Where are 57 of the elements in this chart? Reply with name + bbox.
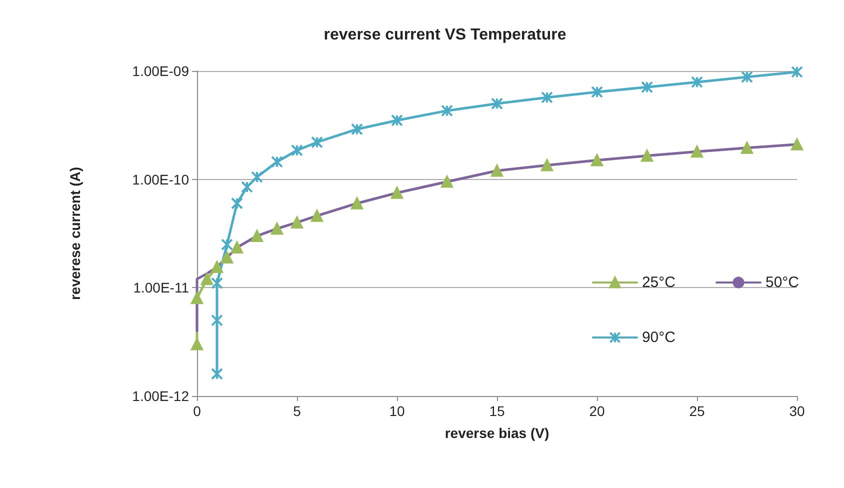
point	[211, 368, 223, 380]
point	[391, 114, 403, 126]
point	[351, 123, 363, 136]
point	[741, 142, 753, 154]
point	[741, 71, 753, 84]
point	[691, 76, 703, 88]
point	[221, 251, 233, 264]
chart-title: reverse current VS Temperature	[324, 26, 566, 44]
point	[311, 136, 323, 148]
point	[291, 216, 303, 228]
x-tick-label: 5	[293, 403, 302, 419]
x-tick-label: 0	[193, 403, 202, 419]
point	[231, 241, 243, 254]
point	[591, 86, 603, 98]
point	[201, 273, 213, 286]
point	[211, 314, 223, 326]
point	[541, 91, 553, 104]
x-tick-label: 20	[589, 403, 605, 419]
point	[351, 197, 363, 210]
point	[221, 238, 233, 251]
point	[491, 164, 503, 177]
point	[191, 338, 203, 350]
point	[441, 104, 453, 117]
point	[541, 159, 553, 172]
point	[231, 197, 243, 210]
point	[491, 98, 503, 110]
y-tick-label: 1.00E-12	[132, 388, 190, 404]
y-tick-label: 1.00E-10	[132, 171, 190, 188]
point	[591, 154, 603, 166]
point	[241, 180, 253, 193]
point	[191, 292, 203, 304]
y-tick-label: 1.00E-11	[133, 280, 190, 296]
x-tick-label: 10	[389, 403, 405, 419]
point	[691, 146, 703, 158]
point	[211, 261, 223, 274]
point	[291, 144, 303, 156]
point	[791, 138, 803, 150]
legend-label: 25°C	[642, 274, 676, 291]
point	[251, 171, 263, 184]
legend-label: 50°C	[765, 274, 800, 291]
point	[391, 186, 403, 199]
point	[271, 222, 283, 235]
point	[441, 176, 453, 188]
y-tick-label: 1.00E-09	[132, 63, 190, 79]
point	[271, 156, 283, 168]
point	[641, 81, 653, 94]
point	[791, 66, 803, 78]
point	[251, 230, 263, 242]
legend-label: 90°C	[642, 329, 676, 346]
x-tick-label: 30	[789, 403, 805, 419]
point	[641, 150, 653, 162]
point	[211, 277, 223, 290]
x-tick-label: 15	[489, 403, 505, 419]
y-axis-title: reverese current (A)	[67, 166, 83, 300]
x-axis-title: reverse bias (V)	[444, 425, 550, 441]
x-tick-label: 25	[689, 403, 705, 419]
point	[311, 210, 323, 222]
